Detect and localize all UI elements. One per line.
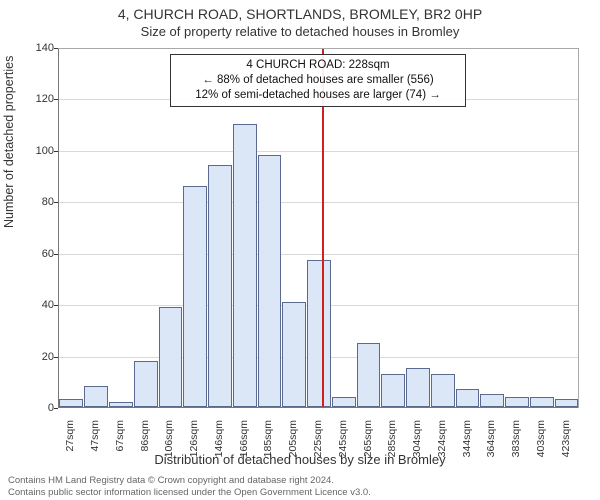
y-tick-label: 60 bbox=[14, 248, 54, 260]
gridline bbox=[59, 202, 578, 203]
chart-container: 4, CHURCH ROAD, SHORTLANDS, BROMLEY, BR2… bbox=[0, 0, 600, 500]
histogram-bar bbox=[480, 394, 504, 407]
x-tick-label: 47sqm bbox=[89, 420, 101, 468]
gridline bbox=[59, 254, 578, 255]
histogram-bar bbox=[555, 399, 579, 407]
y-tick-label: 0 bbox=[14, 402, 54, 414]
x-tick-label: 106sqm bbox=[163, 420, 175, 468]
x-tick-label: 67sqm bbox=[114, 420, 126, 468]
x-tick-label: 285sqm bbox=[386, 420, 398, 468]
histogram-bar bbox=[406, 368, 430, 407]
y-tick-mark bbox=[54, 48, 58, 49]
x-tick-label: 205sqm bbox=[287, 420, 299, 468]
histogram-bar bbox=[59, 399, 83, 407]
y-tick-mark bbox=[54, 305, 58, 306]
annotation-box: 4 CHURCH ROAD: 228sqm← 88% of detached h… bbox=[170, 54, 466, 107]
y-tick-label: 40 bbox=[14, 299, 54, 311]
x-tick-label: 304sqm bbox=[411, 420, 423, 468]
histogram-bar bbox=[258, 155, 282, 407]
plot-border-right bbox=[578, 48, 579, 408]
annotation-line: 12% of semi-detached houses are larger (… bbox=[177, 88, 459, 103]
x-tick-label: 126sqm bbox=[188, 420, 200, 468]
x-tick-label: 324sqm bbox=[436, 420, 448, 468]
title-subtitle: Size of property relative to detached ho… bbox=[0, 24, 600, 39]
x-tick-label: 27sqm bbox=[64, 420, 76, 468]
histogram-bar bbox=[456, 389, 480, 407]
plot-border-top bbox=[58, 48, 578, 49]
histogram-bar bbox=[357, 343, 381, 407]
gridline bbox=[59, 151, 578, 152]
histogram-bar bbox=[233, 124, 257, 407]
y-tick-mark bbox=[54, 357, 58, 358]
annotation-line: 4 CHURCH ROAD: 228sqm bbox=[177, 58, 459, 73]
x-tick-label: 265sqm bbox=[362, 420, 374, 468]
x-tick-label: 423sqm bbox=[560, 420, 572, 468]
y-tick-label: 80 bbox=[14, 196, 54, 208]
y-tick-mark bbox=[54, 408, 58, 409]
histogram-bar bbox=[159, 307, 183, 407]
histogram-bar bbox=[282, 302, 306, 407]
x-tick-label: 185sqm bbox=[262, 420, 274, 468]
x-tick-label: 86sqm bbox=[139, 420, 151, 468]
histogram-bar bbox=[431, 374, 455, 407]
histogram-bar bbox=[381, 374, 405, 407]
y-tick-mark bbox=[54, 151, 58, 152]
histogram-bar bbox=[183, 186, 207, 407]
y-tick-label: 140 bbox=[14, 42, 54, 54]
x-tick-label: 146sqm bbox=[213, 420, 225, 468]
y-tick-mark bbox=[54, 99, 58, 100]
x-tick-label: 403sqm bbox=[535, 420, 547, 468]
y-tick-mark bbox=[54, 254, 58, 255]
annotation-line: ← 88% of detached houses are smaller (55… bbox=[177, 73, 459, 88]
title-address: 4, CHURCH ROAD, SHORTLANDS, BROMLEY, BR2… bbox=[0, 6, 600, 22]
x-tick-label: 364sqm bbox=[485, 420, 497, 468]
y-tick-label: 20 bbox=[14, 351, 54, 363]
histogram-bar bbox=[109, 402, 133, 407]
x-tick-label: 383sqm bbox=[510, 420, 522, 468]
histogram-bar bbox=[332, 397, 356, 407]
histogram-bar bbox=[208, 165, 232, 407]
histogram-bar bbox=[84, 386, 108, 407]
histogram-bar bbox=[530, 397, 554, 407]
footer-line-2: Contains public sector information licen… bbox=[8, 487, 371, 498]
x-tick-label: 166sqm bbox=[238, 420, 250, 468]
x-tick-label: 225sqm bbox=[312, 420, 324, 468]
x-tick-label: 344sqm bbox=[461, 420, 473, 468]
y-tick-mark bbox=[54, 202, 58, 203]
histogram-bar bbox=[307, 260, 331, 407]
histogram-bar bbox=[505, 397, 529, 407]
x-tick-label: 245sqm bbox=[337, 420, 349, 468]
y-tick-label: 100 bbox=[14, 145, 54, 157]
y-tick-label: 120 bbox=[14, 93, 54, 105]
footer-line-1: Contains HM Land Registry data © Crown c… bbox=[8, 475, 334, 486]
histogram-bar bbox=[134, 361, 158, 407]
